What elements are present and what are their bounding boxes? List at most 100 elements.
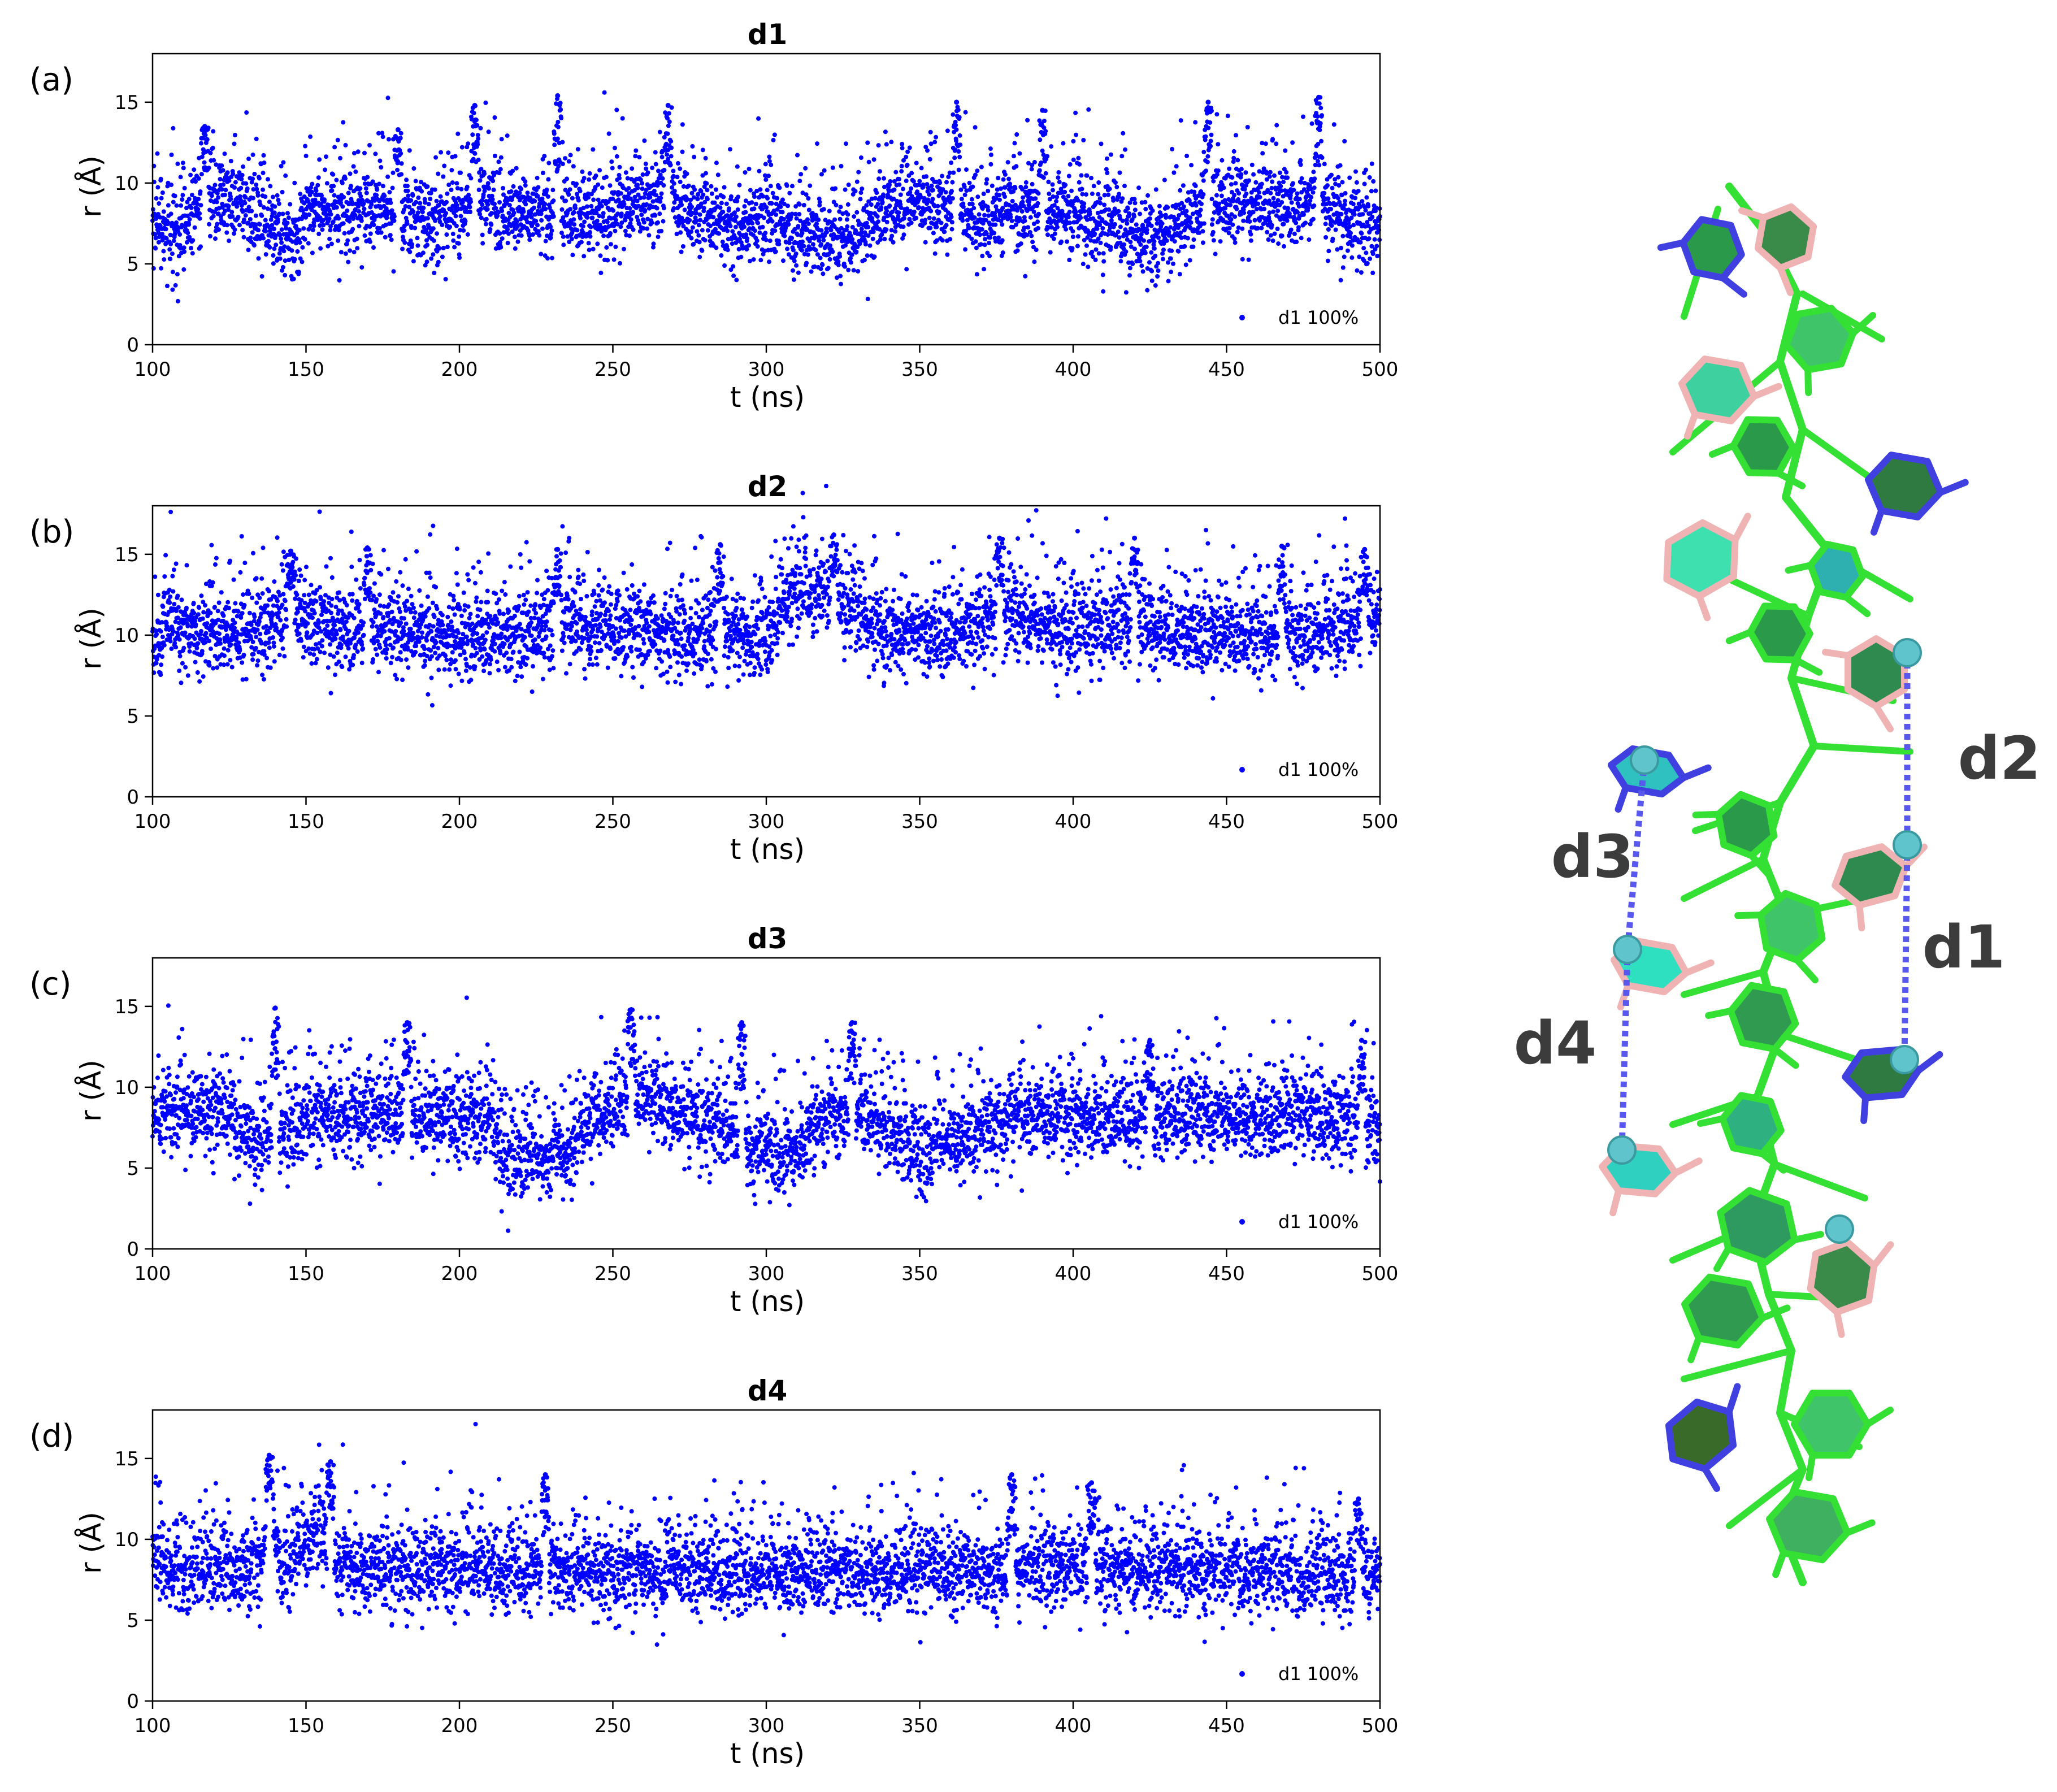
backbone-ring xyxy=(1681,1273,1791,1364)
y-tick-label: 10 xyxy=(115,172,139,195)
peak-point xyxy=(555,546,561,552)
atom-sphere xyxy=(1893,830,1922,860)
peak-point xyxy=(997,535,1003,541)
side-chain xyxy=(1681,1347,1795,1382)
x-tick-label: 500 xyxy=(1362,1715,1399,1737)
distance-line xyxy=(1901,844,1911,1060)
x-tick-label: 350 xyxy=(901,810,938,833)
chart-title: d4 xyxy=(748,1374,788,1407)
distance-label-d1: d1 xyxy=(1923,913,2006,982)
x-tick-label: 150 xyxy=(288,810,324,833)
side-chain xyxy=(1777,1031,1868,1066)
peak-point xyxy=(1362,546,1368,552)
backbone-ring xyxy=(1791,1390,1894,1481)
peak-point xyxy=(1009,1472,1014,1477)
legend-label: d1 100% xyxy=(1278,307,1359,328)
backbone-ring xyxy=(1785,541,1871,618)
x-tick-label: 400 xyxy=(1055,1262,1092,1285)
atom-sphere xyxy=(1893,638,1922,667)
x-tick-label: 500 xyxy=(1362,358,1399,381)
side-chain xyxy=(1681,856,1767,902)
y-tick-label: 15 xyxy=(115,996,139,1018)
x-tick-label: 250 xyxy=(594,358,631,381)
y-tick-label: 5 xyxy=(127,705,139,728)
x-tick-label: 250 xyxy=(594,810,631,833)
scatter-points xyxy=(150,484,1382,708)
atom-sphere xyxy=(1630,745,1659,775)
peak-point xyxy=(1316,94,1321,100)
y-axis-label: r (Å) xyxy=(75,608,107,670)
atom-sphere xyxy=(1825,1214,1854,1244)
distance-label-d4: d4 xyxy=(1514,1009,1597,1078)
y-tick-label: 15 xyxy=(115,92,139,114)
backbone-ring xyxy=(1766,1488,1876,1578)
peak-point xyxy=(543,1472,548,1477)
x-tick-label: 450 xyxy=(1208,1262,1245,1285)
base-ring-pink xyxy=(1663,513,1751,622)
distance-label-d3: d3 xyxy=(1551,822,1634,891)
legend: d1 100% xyxy=(1239,759,1359,780)
peak-point xyxy=(395,127,401,132)
x-tick-label: 500 xyxy=(1362,1262,1399,1285)
distance-label-d2: d2 xyxy=(1958,724,2041,793)
peak-point xyxy=(1089,1480,1095,1486)
x-tick-label: 350 xyxy=(901,1715,938,1737)
x-tick-label: 300 xyxy=(748,810,785,833)
base-ring-blue xyxy=(1665,1383,1741,1492)
y-tick-label: 0 xyxy=(127,786,139,809)
y-tick-label: 0 xyxy=(127,1238,139,1261)
panel-d1: (a) d1 t (ns) r (Å) 100 150 200 250 300 350 40… xyxy=(29,18,1398,414)
peak-point xyxy=(1356,1496,1361,1502)
distance-line xyxy=(1618,949,1631,1151)
backbone-ring xyxy=(1705,982,1799,1069)
y-tick-label: 10 xyxy=(115,1077,139,1099)
data-points xyxy=(150,90,1382,303)
x-tick-label: 100 xyxy=(134,358,171,381)
side-chain xyxy=(1681,969,1767,998)
x-tick-label: 400 xyxy=(1055,810,1092,833)
x-tick-label: 500 xyxy=(1362,810,1399,833)
y-tick-label: 15 xyxy=(115,544,139,566)
x-axis-label: t (ns) xyxy=(730,381,805,414)
base-ring-blue xyxy=(1864,452,1969,536)
atom-sphere xyxy=(1890,1045,1919,1074)
peak-point xyxy=(328,1459,333,1465)
x-axis-label: t (ns) xyxy=(730,1737,805,1770)
chart-title: d1 xyxy=(748,18,788,51)
side-chain xyxy=(1726,1466,1806,1529)
scatter-points xyxy=(150,90,1382,303)
peak-point xyxy=(555,93,561,98)
peak-point xyxy=(202,124,207,129)
peak-point xyxy=(849,1019,855,1025)
panel-d4: (d) d4 t (ns) r (Å) 100 150 200 250 300 350 40… xyxy=(29,1374,1398,1770)
peak-point xyxy=(1279,544,1284,549)
scatter-points xyxy=(150,1422,1382,1647)
legend-marker xyxy=(1239,1219,1245,1225)
y-axis-label: r (Å) xyxy=(75,1060,107,1122)
x-tick-label: 200 xyxy=(441,810,478,833)
y-tick-label: 5 xyxy=(127,253,139,276)
x-tick-label: 250 xyxy=(594,1262,631,1285)
x-tick-label: 100 xyxy=(134,810,171,833)
backbone-ring xyxy=(1713,1187,1824,1272)
y-tick-label: 0 xyxy=(127,1690,139,1713)
x-tick-label: 350 xyxy=(901,358,938,381)
x-tick-label: 400 xyxy=(1055,1715,1092,1737)
backbone-ring xyxy=(1734,890,1826,984)
atom-sphere xyxy=(1613,935,1642,964)
atom-sphere xyxy=(1607,1135,1637,1165)
x-axis-label: t (ns) xyxy=(730,1285,805,1318)
y-tick-label: 5 xyxy=(127,1157,139,1180)
peak-point xyxy=(718,542,723,548)
y-tick-label: 0 xyxy=(127,334,139,357)
peak-point xyxy=(739,1019,745,1025)
legend: d1 100% xyxy=(1239,307,1359,328)
chart-title: d2 xyxy=(748,470,788,503)
panel-label: (a) xyxy=(29,62,73,98)
x-tick-label: 250 xyxy=(594,1715,631,1737)
x-tick-label: 150 xyxy=(288,1262,324,1285)
backbone-ring xyxy=(1782,305,1877,396)
data-points xyxy=(150,995,1382,1233)
x-tick-label: 300 xyxy=(748,1262,785,1285)
